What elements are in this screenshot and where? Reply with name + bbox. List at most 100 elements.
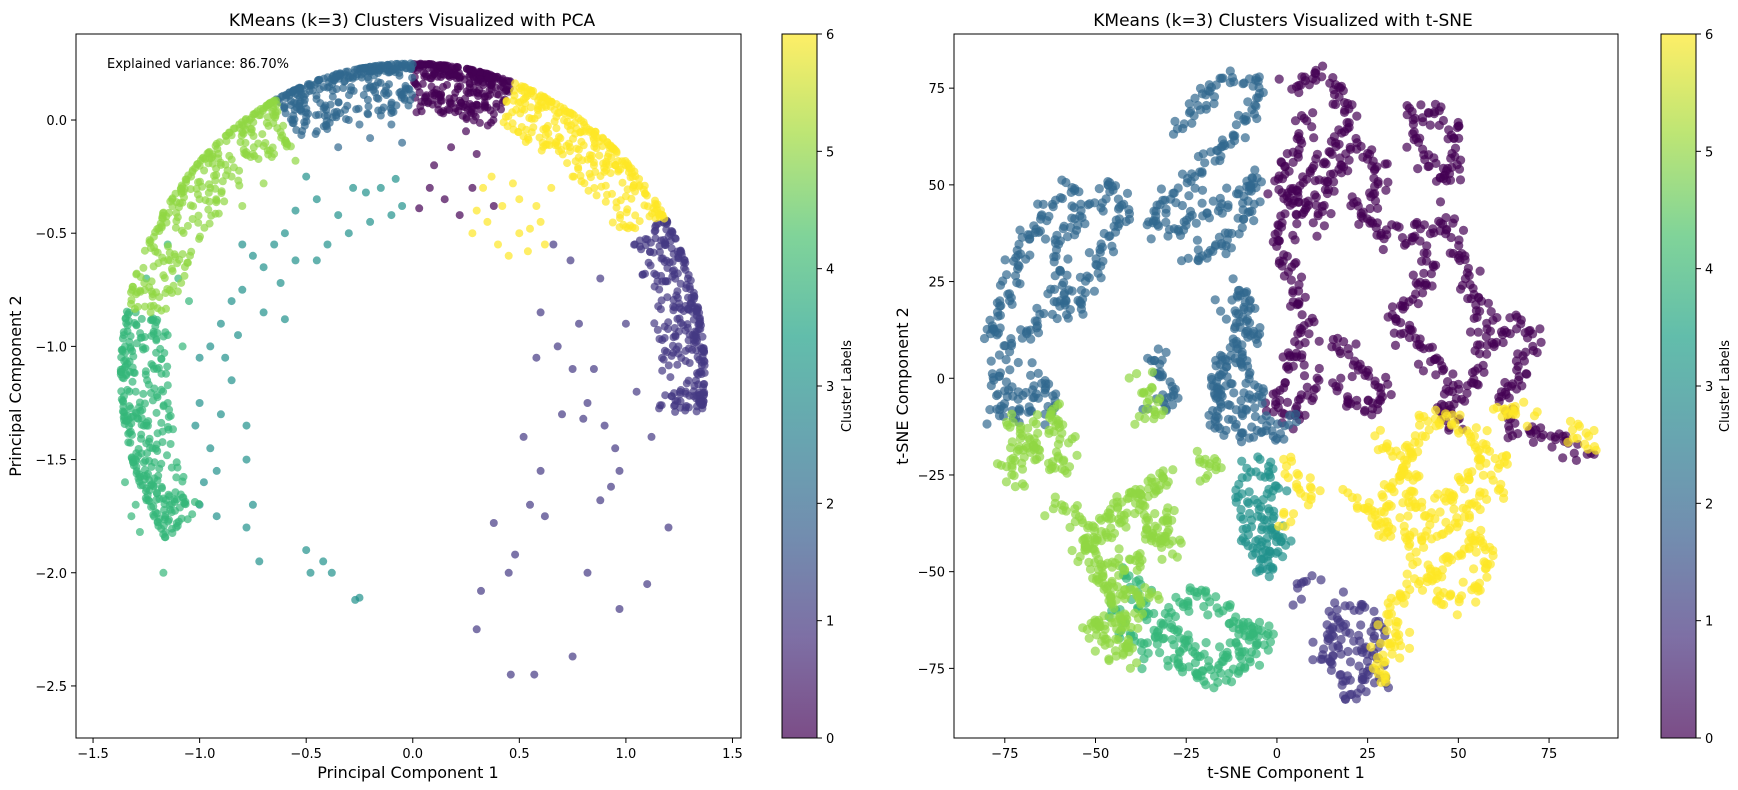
data-point [1278, 352, 1288, 362]
data-point [1241, 537, 1251, 547]
data-point [560, 116, 568, 125]
data-point [1191, 218, 1201, 228]
data-point [1192, 235, 1202, 245]
data-point [1033, 428, 1043, 438]
data-point [1229, 388, 1239, 398]
data-point [540, 512, 549, 521]
data-point [1419, 412, 1429, 422]
data-point [1439, 389, 1449, 399]
data-point [1032, 410, 1042, 420]
data-point [1090, 198, 1100, 208]
colorbar-tick-label: 2 [826, 497, 834, 512]
data-point [1469, 498, 1479, 508]
data-point [1067, 286, 1077, 296]
data-point [425, 60, 434, 69]
data-point [167, 264, 176, 273]
data-point [480, 103, 489, 112]
data-point [1338, 587, 1348, 597]
data-point [591, 131, 599, 140]
data-point [136, 481, 145, 490]
data-point [389, 65, 398, 74]
data-point [1375, 395, 1385, 405]
data-point [1369, 606, 1379, 617]
data-point [1306, 494, 1316, 505]
data-point [1358, 213, 1368, 223]
pca-x-axis-label: Principal Component 1 [317, 763, 498, 782]
data-point [183, 258, 192, 267]
data-point [1115, 518, 1125, 528]
data-point [1135, 562, 1145, 572]
data-point [366, 134, 375, 143]
data-point [370, 66, 379, 75]
data-point [1437, 529, 1447, 540]
data-point [1372, 652, 1383, 663]
data-point [436, 108, 445, 117]
data-point [1419, 248, 1429, 258]
colorbar-tick-label: 4 [1705, 263, 1713, 278]
data-point [1299, 207, 1309, 218]
data-point [1441, 517, 1451, 528]
data-point [1391, 221, 1402, 231]
data-point [551, 141, 560, 150]
data-point [241, 138, 250, 147]
data-point [1327, 342, 1337, 352]
data-point [493, 90, 502, 99]
data-point [1454, 241, 1464, 251]
data-point [1072, 501, 1082, 511]
data-point [1168, 465, 1178, 475]
data-point [1290, 116, 1301, 126]
data-point [1408, 270, 1418, 280]
data-point [387, 100, 396, 109]
data-point [1013, 394, 1023, 404]
data-point [404, 101, 413, 110]
data-point [494, 240, 502, 249]
data-point [141, 487, 150, 496]
data-point [652, 271, 661, 279]
data-point [169, 281, 178, 290]
data-point [1415, 236, 1425, 246]
data-point [1164, 225, 1175, 235]
data-point [1296, 272, 1307, 282]
data-point [1420, 155, 1430, 165]
data-point [1076, 206, 1086, 216]
data-point [128, 347, 137, 356]
data-point [1198, 149, 1208, 159]
data-point [1519, 356, 1529, 366]
data-point [579, 414, 588, 423]
data-point [352, 105, 361, 114]
data-point [248, 251, 257, 260]
data-point [1428, 224, 1438, 234]
data-point [1005, 365, 1015, 375]
data-point [440, 195, 449, 204]
data-point [540, 240, 549, 249]
data-point [1048, 504, 1058, 514]
data-point [1001, 477, 1012, 487]
data-point [216, 319, 225, 328]
data-point [270, 240, 279, 249]
data-point [621, 319, 630, 328]
data-point [1199, 649, 1209, 659]
data-point [131, 387, 140, 396]
data-point [1245, 368, 1255, 378]
data-point [1472, 312, 1482, 322]
data-point [529, 123, 538, 132]
data-point [1448, 218, 1458, 228]
data-point [592, 191, 601, 200]
data-point [1134, 552, 1144, 562]
data-point [1048, 202, 1058, 212]
data-point [1343, 395, 1353, 405]
data-point [1415, 224, 1426, 234]
data-point [1211, 592, 1221, 602]
data-point [167, 500, 176, 509]
data-point [1383, 617, 1394, 627]
data-point [553, 342, 562, 351]
data-point [1147, 477, 1157, 487]
data-point [1147, 367, 1157, 377]
data-point [199, 153, 208, 162]
data-point [611, 161, 620, 170]
data-point [1421, 256, 1431, 266]
data-point [1280, 209, 1290, 219]
data-point [1373, 203, 1383, 213]
data-point [1337, 128, 1347, 138]
data-point [1444, 400, 1454, 411]
